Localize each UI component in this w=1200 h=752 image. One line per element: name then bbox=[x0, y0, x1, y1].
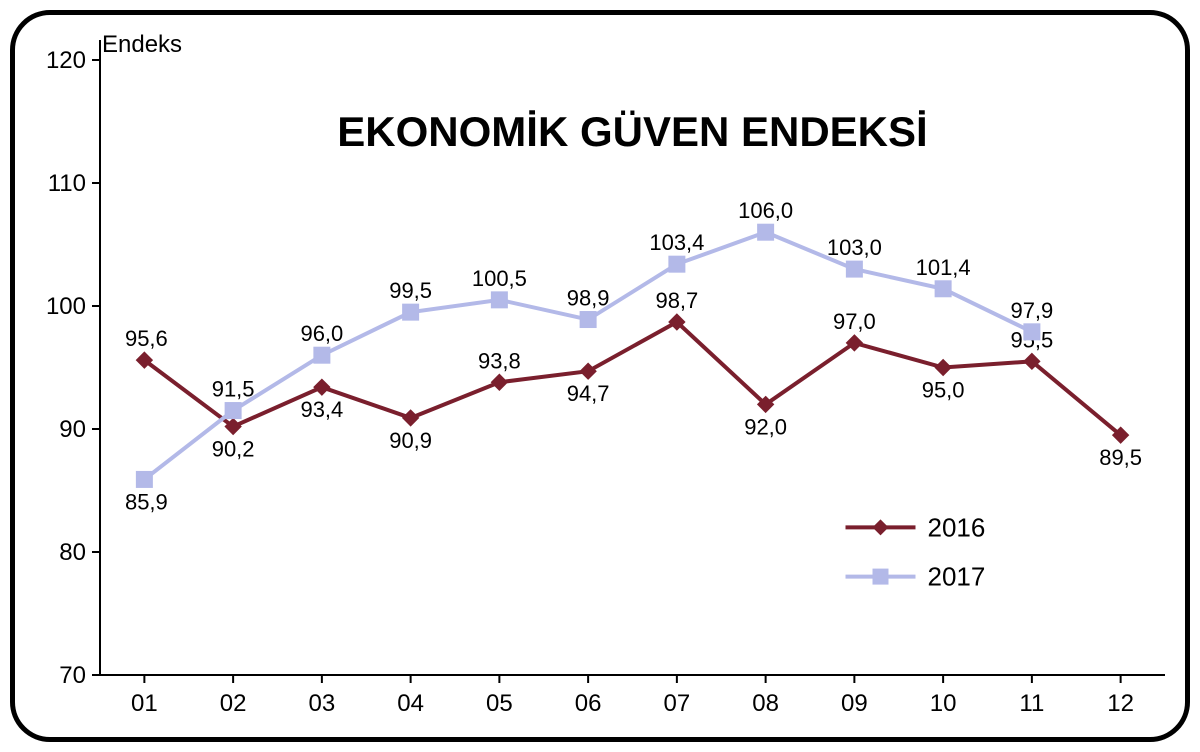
marker-2017 bbox=[935, 281, 951, 297]
y-tick-label: 80 bbox=[59, 539, 86, 566]
marker-2017 bbox=[580, 312, 596, 328]
marker-2017 bbox=[846, 261, 862, 277]
y-tick-label: 110 bbox=[48, 170, 86, 197]
data-label-2017: 85,9 bbox=[125, 489, 168, 514]
chart-title: EKONOMİK GÜVEN ENDEKSİ bbox=[337, 108, 927, 155]
y-tick-label: 70 bbox=[59, 662, 86, 689]
marker-2017 bbox=[1024, 324, 1040, 340]
x-tick-label: 03 bbox=[309, 690, 336, 717]
data-label-2016: 90,9 bbox=[389, 428, 432, 453]
marker-2016 bbox=[491, 374, 507, 390]
legend-marker-2017 bbox=[873, 569, 889, 585]
x-tick-label: 04 bbox=[397, 690, 424, 717]
marker-2017 bbox=[225, 403, 241, 419]
line-chart: Endeks 70 80 90 100 110 120 01 02 03 04 05 06 07 08 09 1… bbox=[15, 15, 1185, 737]
marker-2017 bbox=[758, 224, 774, 240]
y-tick-label: 100 bbox=[46, 293, 86, 320]
marker-2017 bbox=[669, 256, 685, 272]
data-label-2017: 103,4 bbox=[649, 230, 704, 255]
legend-marker-2016 bbox=[873, 519, 889, 535]
data-label-2017: 99,5 bbox=[389, 278, 432, 303]
marker-2016 bbox=[935, 360, 951, 376]
x-tick-label: 08 bbox=[752, 690, 779, 717]
data-label-2016: 95,0 bbox=[922, 378, 965, 403]
series-line-2016 bbox=[144, 322, 1120, 435]
data-label-2016: 97,0 bbox=[833, 309, 876, 334]
data-label-2016: 93,8 bbox=[478, 348, 521, 373]
data-label-2016: 98,7 bbox=[655, 288, 698, 313]
marker-2017 bbox=[314, 347, 330, 363]
data-label-2017: 98,9 bbox=[567, 286, 610, 311]
data-label-2017: 100,5 bbox=[472, 266, 527, 291]
data-label-2017: 96,0 bbox=[300, 321, 343, 346]
data-label-2017: 91,5 bbox=[212, 377, 255, 402]
marker-2016 bbox=[580, 363, 596, 379]
x-tick-label: 07 bbox=[664, 690, 691, 717]
data-label-2016: 92,0 bbox=[744, 414, 787, 439]
x-tick-label: 05 bbox=[486, 690, 513, 717]
data-label-2017: 97,9 bbox=[1010, 298, 1053, 323]
marker-2017 bbox=[136, 471, 152, 487]
data-label-2016: 94,7 bbox=[567, 381, 610, 406]
marker-2017 bbox=[403, 304, 419, 320]
data-label-2016: 90,2 bbox=[212, 437, 255, 462]
data-label-2016: 89,5 bbox=[1099, 445, 1142, 470]
data-label-2017: 106,0 bbox=[738, 198, 793, 223]
y-axis-label: Endeks bbox=[102, 31, 182, 58]
y-tick-label: 90 bbox=[59, 416, 86, 443]
x-tick-label: 10 bbox=[930, 690, 957, 717]
x-tick-label: 02 bbox=[220, 690, 247, 717]
legend-label-2017: 2017 bbox=[928, 562, 986, 592]
x-tick-label: 09 bbox=[841, 690, 868, 717]
data-label-2017: 103,0 bbox=[827, 235, 882, 260]
data-label-2016: 95,6 bbox=[125, 326, 168, 351]
legend-label-2016: 2016 bbox=[928, 512, 986, 542]
data-label-2017: 101,4 bbox=[916, 255, 971, 280]
x-tick-label: 12 bbox=[1107, 690, 1134, 717]
marker-2016 bbox=[314, 379, 330, 395]
marker-2016 bbox=[403, 410, 419, 426]
chart-frame: Endeks 70 80 90 100 110 120 01 02 03 04 05 06 07 08 09 1… bbox=[10, 10, 1190, 742]
x-tick-label: 01 bbox=[131, 690, 158, 717]
y-tick-label: 120 bbox=[46, 47, 86, 74]
marker-2017 bbox=[491, 292, 507, 308]
data-label-2016: 93,4 bbox=[300, 397, 343, 422]
x-tick-label: 06 bbox=[575, 690, 602, 717]
x-tick-label: 11 bbox=[1019, 690, 1044, 717]
